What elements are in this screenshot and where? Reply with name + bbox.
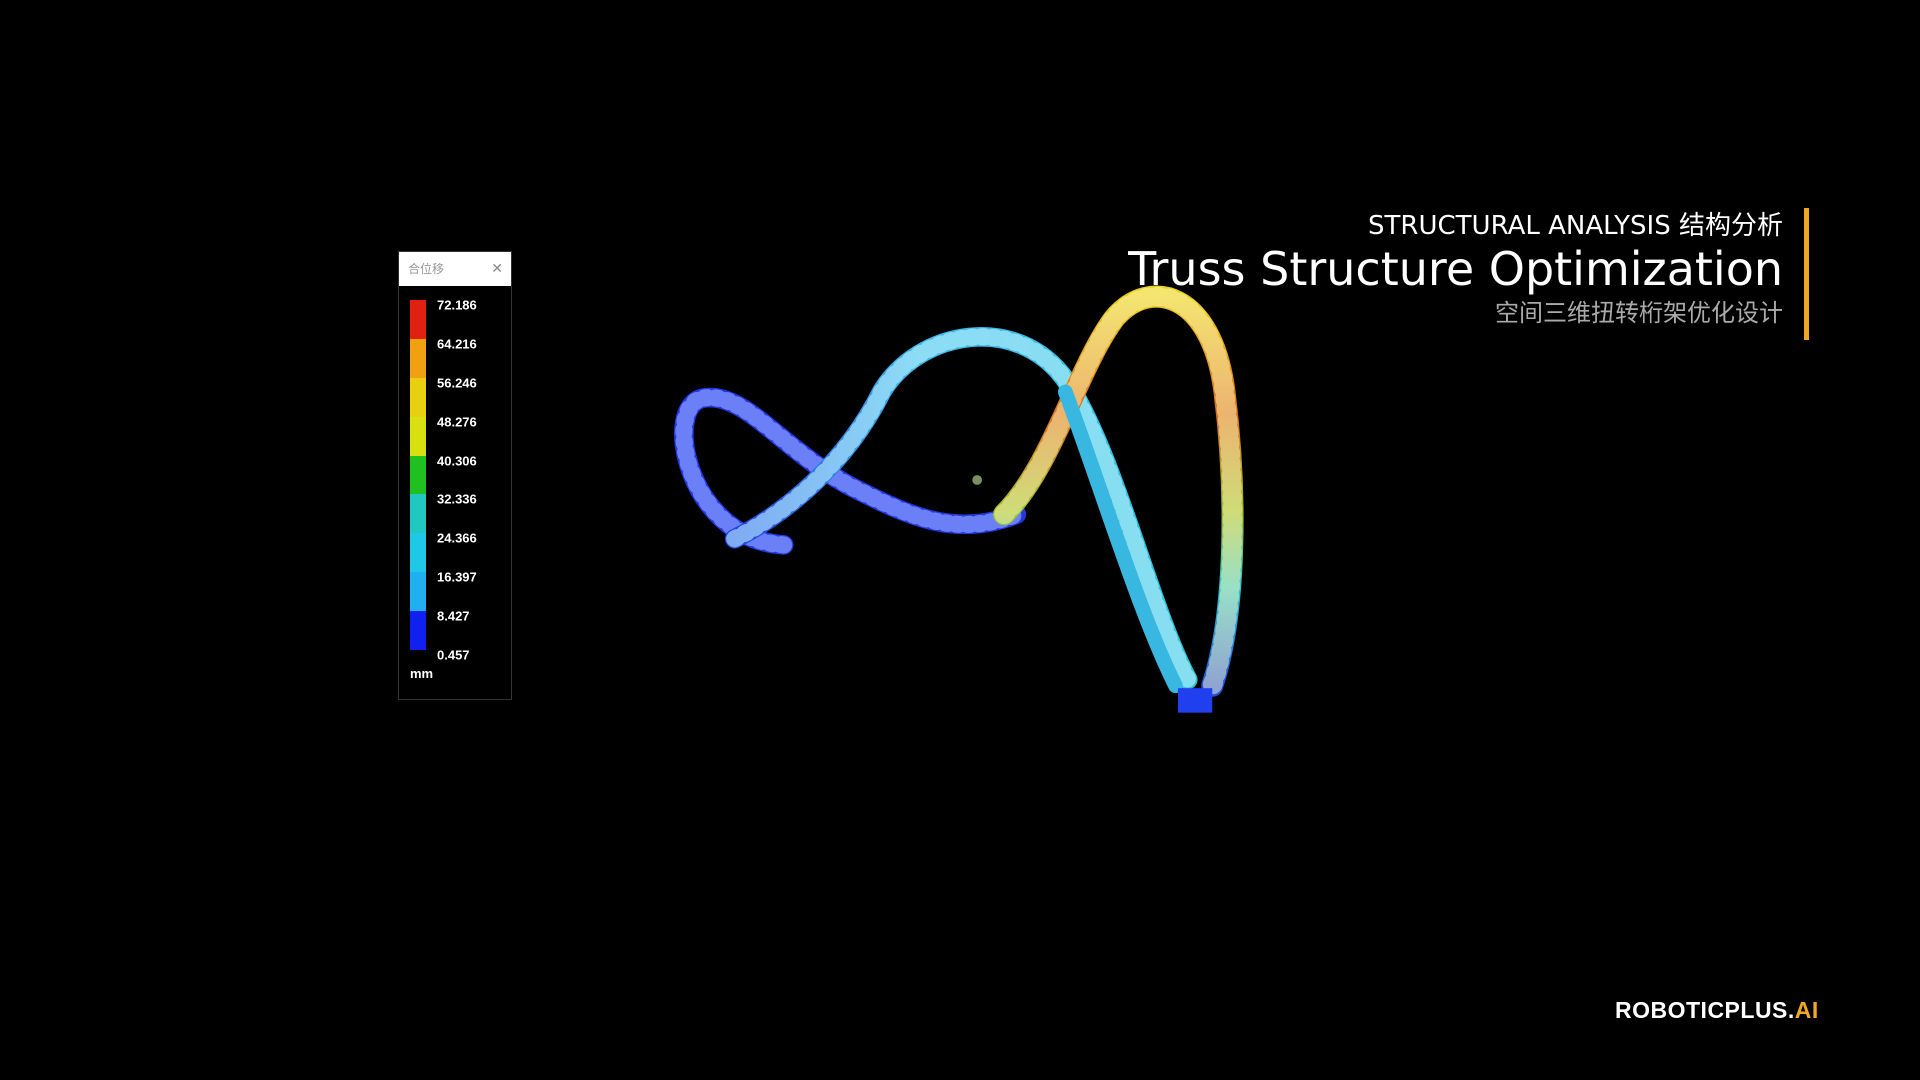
legend-label: 32.336 — [437, 491, 477, 507]
legend-title: 合位移 — [408, 262, 445, 276]
legend-label: 0.457 — [437, 647, 470, 663]
legend-panel: 合位移 ✕ mm 72.186 64.216 56.246 48.276 40.306 32… — [398, 251, 512, 700]
legend-label: 40.306 — [437, 453, 477, 469]
legend-header: 合位移 ✕ — [399, 252, 511, 286]
close-button[interactable]: ✕ — [491, 261, 503, 277]
accent-bar — [1804, 208, 1809, 340]
legend-label: 56.246 — [437, 375, 477, 391]
legend-label: 48.276 — [437, 414, 477, 430]
color-bar — [410, 300, 426, 651]
legend-unit: mm — [410, 666, 434, 681]
legend-label: 8.427 — [437, 608, 470, 624]
logo: ROBOTICPLUS.AI — [1615, 997, 1819, 1024]
legend-label: 16.397 — [437, 569, 477, 585]
legend-label: 24.366 — [437, 530, 477, 546]
subtitle: 空间三维扭转桁架优化设计 — [1495, 299, 1783, 327]
header: STRUCTURAL ANALYSIS 结构分析 Truss Structure… — [1128, 210, 1783, 330]
logo-suffix: AI — [1794, 997, 1819, 1023]
title: Truss Structure Optimization — [1128, 242, 1783, 296]
kicker: STRUCTURAL ANALYSIS 结构分析 — [1368, 211, 1783, 241]
legend-label: 72.186 — [437, 297, 477, 313]
legend-label: 64.216 — [437, 336, 477, 352]
logo-brand: ROBOTICPLUS. — [1615, 997, 1795, 1023]
